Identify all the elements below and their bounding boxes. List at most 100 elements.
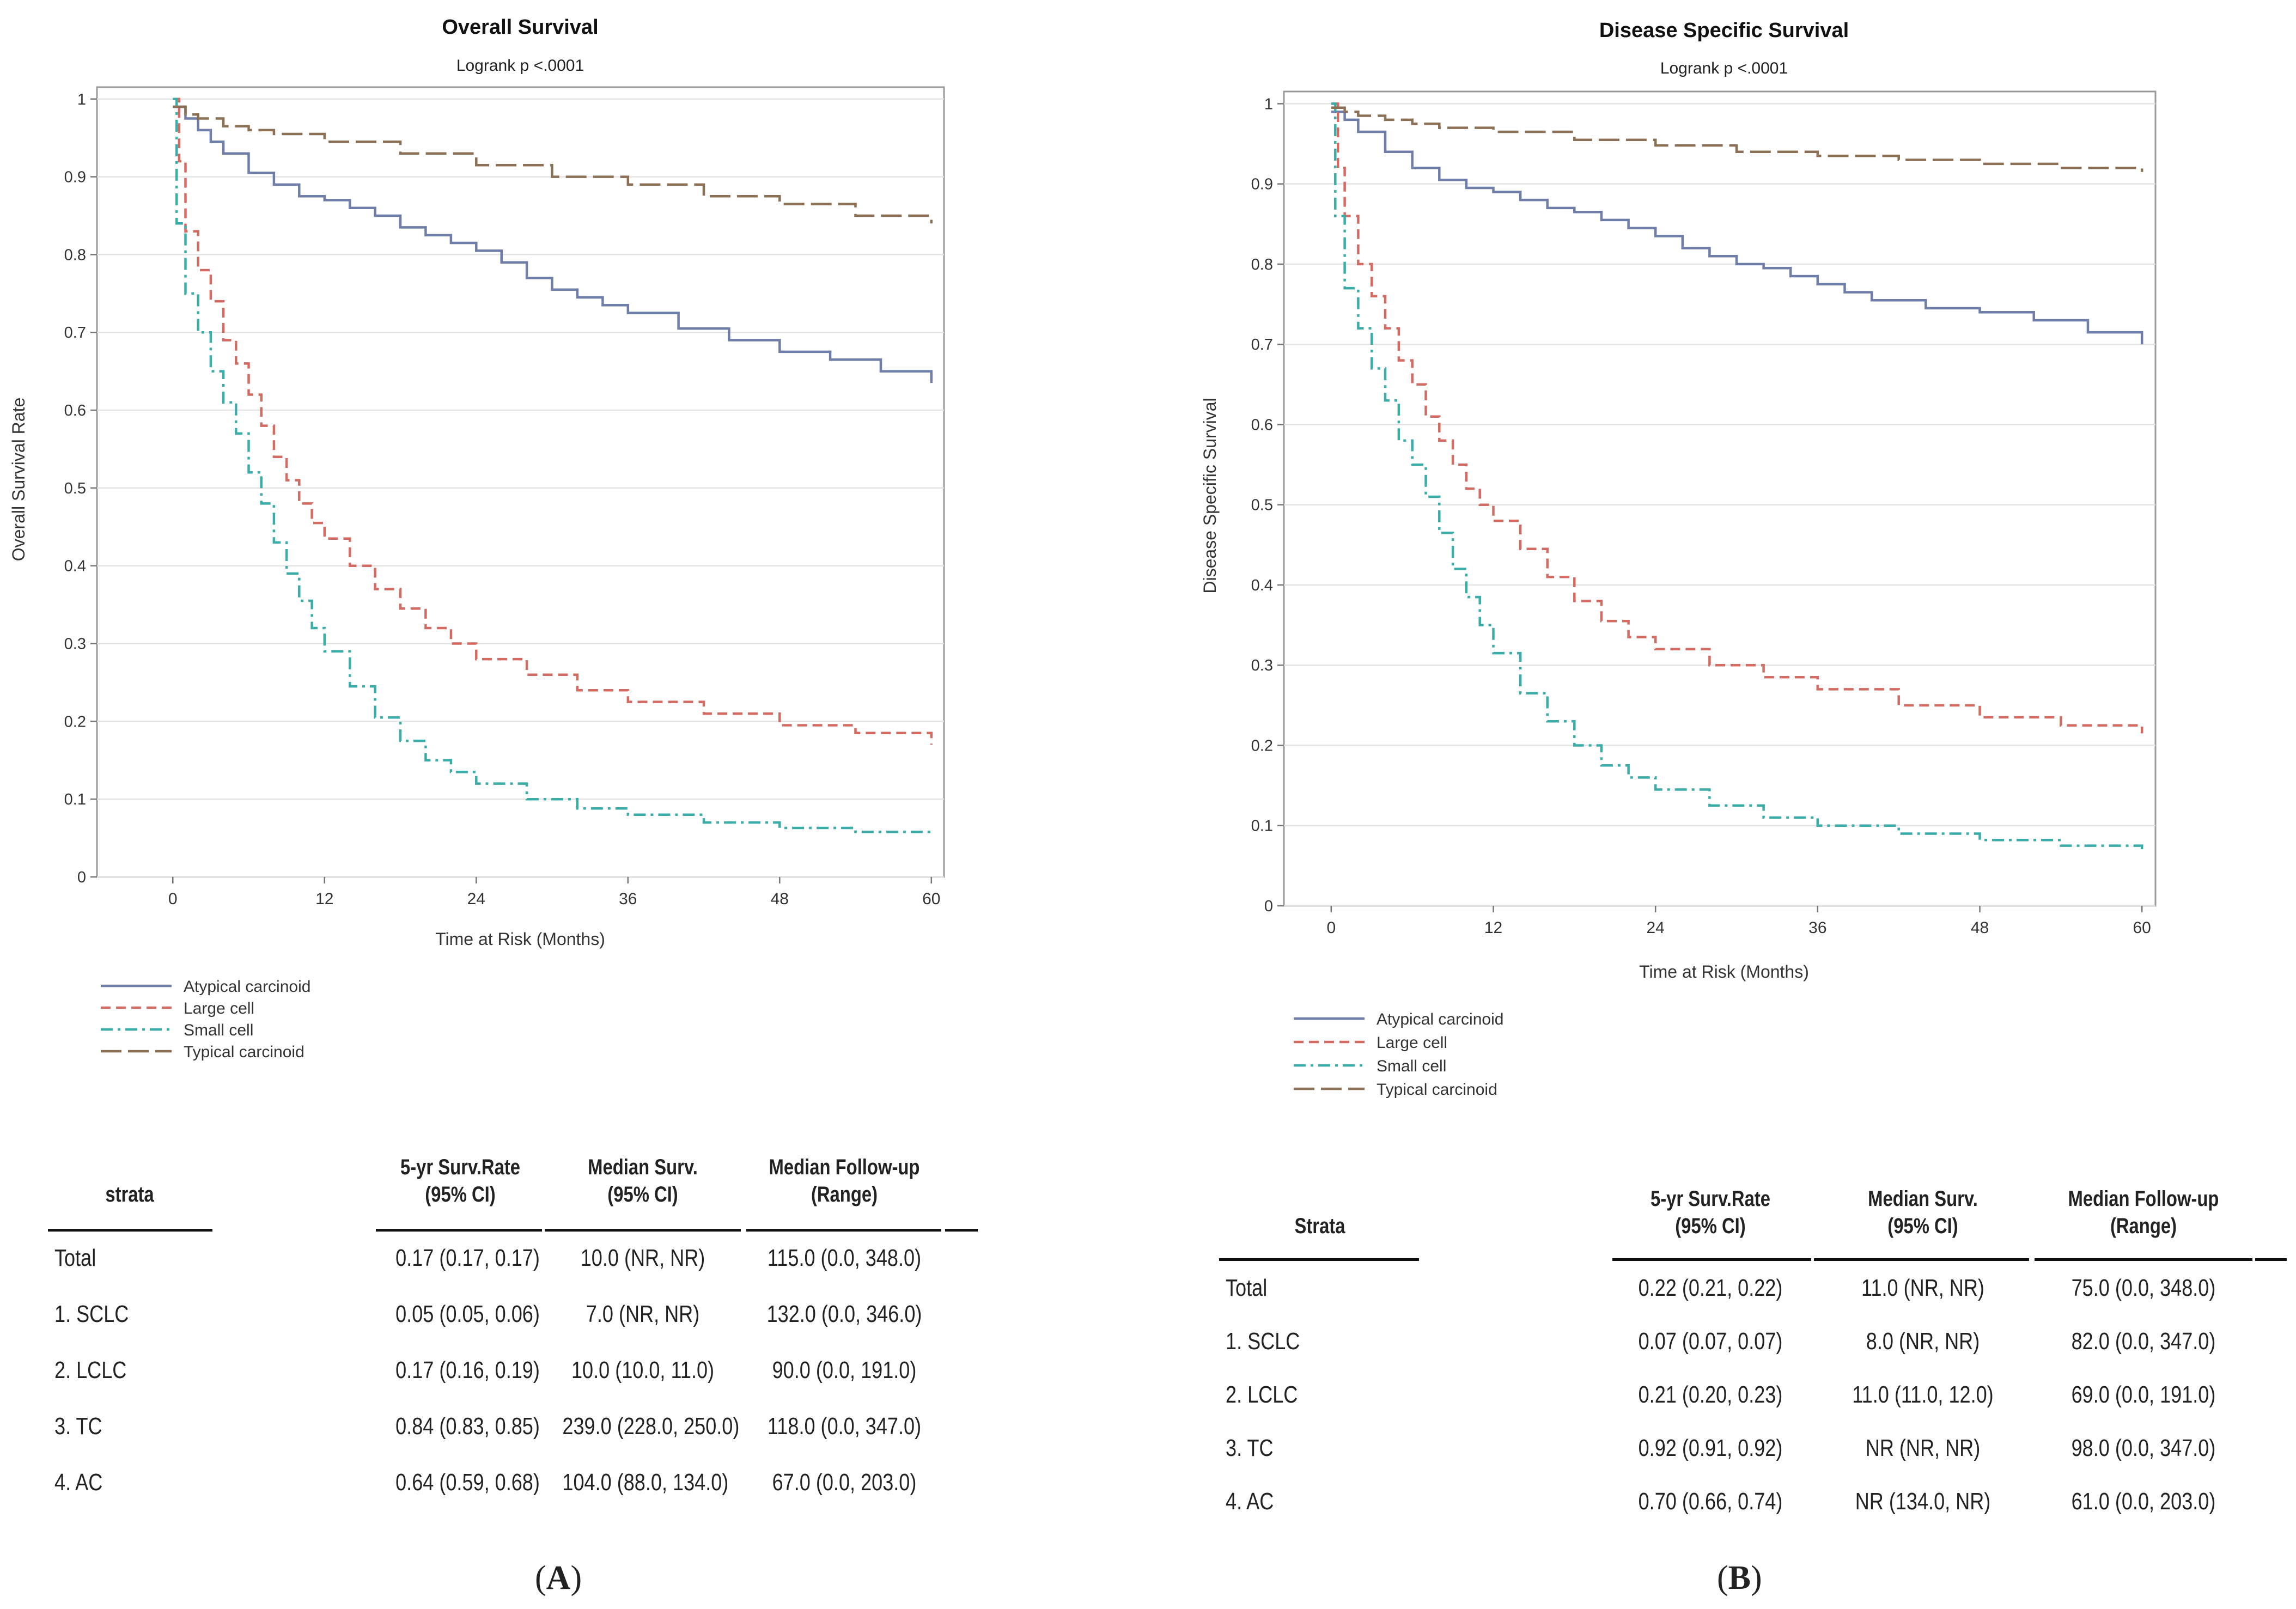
table-cell-median: 11.0 (11.0, 12.0) — [1852, 1381, 1994, 1408]
x-tick-label-a: 0 — [168, 890, 178, 908]
table-cell-follow: 115.0 (0.0, 348.0) — [767, 1245, 922, 1271]
y-tick-label-b: 0.3 — [1251, 657, 1273, 674]
series-line-large-cell-a — [173, 97, 933, 745]
plot-frame-b — [1283, 90, 2157, 907]
y-tick-label-a: 0.5 — [64, 480, 86, 497]
y-tick-label-a: 0.3 — [64, 636, 86, 653]
y-tick-label-b: 0.7 — [1251, 336, 1273, 354]
table-cell-strata: 2. LCLC — [1226, 1381, 1298, 1408]
table-cell-follow: 132.0 (0.0, 346.0) — [766, 1301, 922, 1327]
column-header-rate-line1: 5-yr Surv.Rate — [1651, 1187, 1770, 1211]
table-rule — [2255, 1258, 2287, 1261]
y-tick-label-a: 1 — [77, 91, 86, 108]
x-tick-label-b: 12 — [1484, 919, 1502, 937]
column-header-strata: Strata — [1294, 1214, 1345, 1238]
x-axis-label-b: Time at Risk (Months) — [1639, 962, 1809, 982]
table-cell-rate: 0.17 (0.17, 0.17) — [395, 1245, 540, 1271]
table-cell-follow: 67.0 (0.0, 203.0) — [772, 1469, 917, 1496]
series-line-typical-carcinoid-a — [173, 105, 933, 224]
y-tick-label-b: 1 — [1264, 95, 1273, 113]
column-header-rate-line1: 5-yr Surv.Rate — [400, 1155, 520, 1179]
table-cell-rate: 0.07 (0.07, 0.07) — [1638, 1328, 1783, 1355]
y-axis-label-b: Disease Specific Survival — [1200, 398, 1220, 593]
panel-caption-a: (A) — [535, 1559, 582, 1596]
table-rule — [1612, 1258, 1811, 1261]
table-cell-rate: 0.05 (0.05, 0.06) — [395, 1301, 540, 1327]
series-line-typical-carcinoid-b — [1331, 106, 2143, 172]
column-header-follow-line1: Median Follow-up — [2068, 1187, 2219, 1211]
column-header-median: Median Surv. (95% CI) — [1834, 1185, 2012, 1240]
table-cell-strata: Total — [1226, 1275, 1268, 1301]
legend-label-large-cell-b: Large cell — [1377, 1034, 1447, 1052]
table-cell-median: 7.0 (NR, NR) — [586, 1301, 700, 1327]
y-tick-label-a: 0.9 — [64, 169, 86, 186]
table-cell-median: 8.0 (NR, NR) — [1866, 1328, 1980, 1355]
table-cell-strata: 3. TC — [54, 1413, 102, 1440]
table-cell-follow: 98.0 (0.0, 347.0) — [2071, 1435, 2216, 1461]
table-cell-follow: 82.0 (0.0, 347.0) — [2071, 1328, 2216, 1355]
table-cell-strata: 1. SCLC — [54, 1301, 129, 1327]
series-line-large-cell-b — [1331, 102, 2143, 734]
series-line-small-cell-b — [1331, 102, 2143, 850]
table-cell-follow: 90.0 (0.0, 191.0) — [772, 1357, 917, 1384]
x-tick-label-a: 12 — [315, 890, 333, 908]
table-rule — [1219, 1258, 1419, 1261]
column-header-rate: 5-yr Surv.Rate (95% CI) — [395, 1154, 525, 1208]
table-cell-rate: 0.92 (0.91, 0.92) — [1638, 1435, 1783, 1461]
table-cell-strata: 4. AC — [1226, 1488, 1274, 1515]
series-line-atypical-carcinoid-a — [173, 105, 933, 383]
legend-label-small-cell-b: Small cell — [1377, 1057, 1446, 1075]
legend-label-large-cell-a: Large cell — [184, 999, 254, 1017]
table-cell-rate: 0.17 (0.16, 0.19) — [395, 1357, 540, 1384]
table-cell-strata: 4. AC — [54, 1469, 103, 1496]
y-tick-label-a: 0.8 — [64, 246, 86, 264]
column-header-median-line2: (95% CI) — [607, 1183, 678, 1206]
table-cell-median: 10.0 (10.0, 11.0) — [571, 1357, 715, 1384]
column-header-strata: strata — [105, 1183, 154, 1206]
legend-label-typical-carcinoid-a: Typical carcinoid — [184, 1043, 304, 1061]
table-cell-follow: 69.0 (0.0, 191.0) — [2071, 1381, 2216, 1408]
y-tick-label-b: 0.2 — [1251, 737, 1273, 754]
table-rule — [1814, 1258, 2029, 1261]
y-tick-label-b: 0.9 — [1251, 176, 1273, 193]
column-header-median-line1: Median Surv. — [588, 1155, 698, 1179]
table-cell-median: 239.0 (228.0, 250.0) — [562, 1413, 740, 1440]
y-tick-label-a: 0.6 — [64, 402, 86, 419]
x-tick-label-a: 48 — [771, 890, 789, 908]
table-cell-median: NR (134.0, NR) — [1855, 1488, 1991, 1515]
table-cell-strata: 2. LCLC — [54, 1357, 127, 1384]
series-line-small-cell-a — [173, 97, 933, 834]
y-tick-label-b: 0.6 — [1251, 416, 1273, 434]
x-tick-label-a: 60 — [922, 890, 940, 908]
table-cell-rate: 0.70 (0.66, 0.74) — [1638, 1488, 1783, 1515]
x-tick-label-a: 24 — [467, 890, 485, 908]
column-header-follow: Median Follow-up (Range) — [2054, 1185, 2233, 1240]
column-header-median: Median Surv. (95% CI) — [562, 1154, 723, 1208]
table-cell-rate: 0.64 (0.59, 0.68) — [395, 1469, 540, 1496]
y-axis-label-a: Overall Survival Rate — [9, 398, 28, 562]
column-header-median-line2: (95% CI) — [1887, 1214, 1958, 1238]
column-header-median-line1: Median Surv. — [1868, 1187, 1978, 1211]
chart-b: Disease Specific Survival Logrank p <.000… — [1200, 19, 2157, 1099]
table-cell-median: NR (NR, NR) — [1865, 1435, 1981, 1461]
table-cell-follow: 75.0 (0.0, 348.0) — [2071, 1275, 2216, 1301]
table-cell-rate: 0.84 (0.83, 0.85) — [395, 1413, 540, 1440]
table-cell-follow: 118.0 (0.0, 347.0) — [767, 1413, 922, 1440]
table-rule — [746, 1229, 941, 1232]
x-tick-label-b: 48 — [1971, 919, 1989, 937]
x-tick-label-b: 60 — [2133, 919, 2151, 937]
table-rule — [48, 1229, 212, 1232]
table-cell-strata: 1. SCLC — [1226, 1328, 1300, 1355]
y-tick-label-b: 0.4 — [1251, 577, 1273, 594]
y-tick-label-a: 0.2 — [64, 713, 86, 730]
x-tick-label-a: 36 — [619, 890, 637, 908]
y-tick-label-b: 0.1 — [1251, 818, 1273, 835]
table-cell-strata: 3. TC — [1226, 1435, 1274, 1461]
table-cell-rate: 0.22 (0.21, 0.22) — [1638, 1275, 1783, 1301]
chart-title-b: Disease Specific Survival — [1599, 19, 1849, 42]
column-header-rate-line2: (95% CI) — [1675, 1214, 1746, 1238]
table-rule — [376, 1229, 542, 1232]
column-header-follow-line1: Median Follow-up — [769, 1155, 920, 1179]
y-tick-label-b: 0.8 — [1251, 256, 1273, 273]
